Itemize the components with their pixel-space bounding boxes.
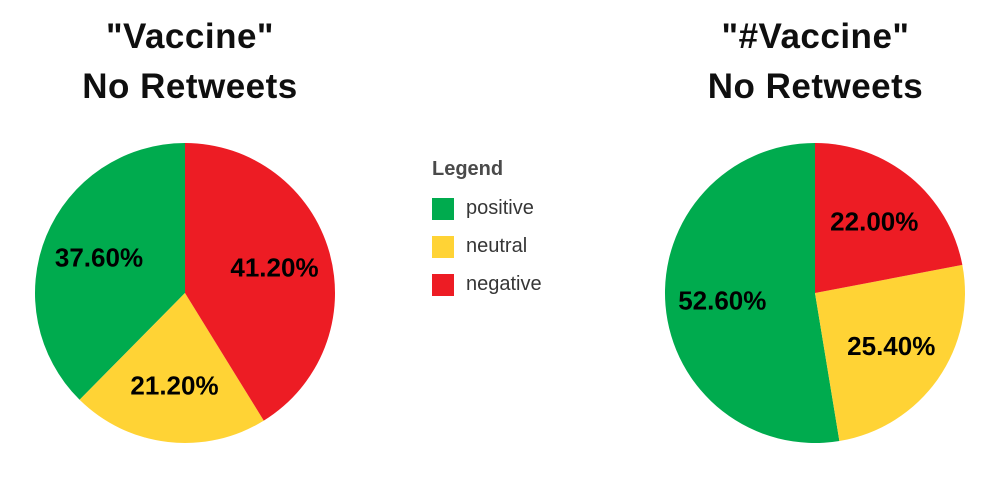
pie-slice-positive[interactable] bbox=[34, 143, 185, 400]
legend-item-label: negative bbox=[466, 273, 542, 295]
slice-value-label-positive: 52.60% bbox=[678, 286, 766, 316]
legend-item-neutral[interactable]: neutral bbox=[432, 235, 542, 258]
pie-slice-neutral[interactable] bbox=[815, 264, 965, 441]
legend-item-positive[interactable]: positive bbox=[432, 197, 542, 220]
positive-color-swatch bbox=[432, 197, 454, 220]
neutral-color-swatch bbox=[432, 235, 454, 258]
pie-slice-negative[interactable] bbox=[815, 143, 963, 293]
slice-value-label-neutral: 21.20% bbox=[130, 370, 218, 400]
left-chart-title: "Vaccine" No Retweets bbox=[0, 12, 380, 112]
right-chart-title: "#Vaccine" No Retweets bbox=[618, 12, 998, 112]
legend: Legend positive neutral negative bbox=[432, 158, 542, 311]
pie-chart-hashtag-vaccine[interactable]: 52.60% 25.40% 22.00% bbox=[660, 138, 970, 448]
legend-item-label: positive bbox=[466, 197, 534, 219]
legend-item-negative[interactable]: negative bbox=[432, 273, 542, 296]
left-chart-title-line2: No Retweets bbox=[82, 67, 298, 106]
pie-slice-positive[interactable] bbox=[664, 143, 840, 444]
left-chart-title-line1: "Vaccine" bbox=[105, 17, 275, 56]
pie-slice-neutral[interactable] bbox=[79, 293, 264, 444]
legend-item-label: neutral bbox=[466, 235, 528, 257]
legend-title: Legend bbox=[432, 158, 504, 180]
slice-value-label-neutral: 25.40% bbox=[847, 331, 935, 361]
slice-value-label-negative: 41.20% bbox=[230, 253, 318, 283]
slice-value-label-negative: 22.00% bbox=[830, 206, 918, 236]
right-chart-title-line2: No Retweets bbox=[707, 67, 924, 106]
pie-chart-vaccine[interactable]: 37.60% 21.20% 41.20% bbox=[30, 138, 340, 448]
right-chart-title-line1: "#Vaccine" bbox=[721, 17, 910, 56]
pie-slice-negative[interactable] bbox=[185, 143, 336, 421]
negative-color-swatch bbox=[432, 273, 454, 296]
slice-value-label-positive: 37.60% bbox=[55, 243, 143, 273]
